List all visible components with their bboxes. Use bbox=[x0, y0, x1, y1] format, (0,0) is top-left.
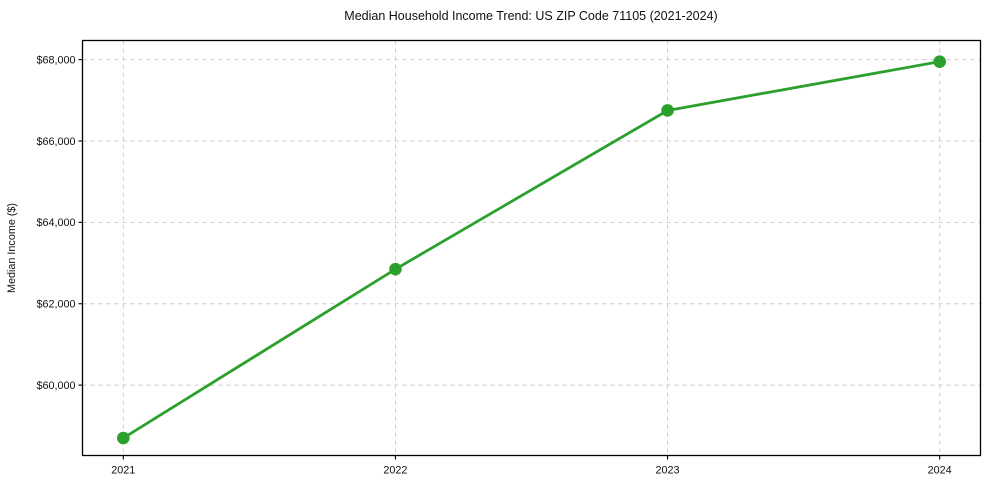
x-tick-label: 2024 bbox=[928, 465, 952, 477]
x-tick-label: 2023 bbox=[656, 465, 680, 477]
x-tick-label: 2021 bbox=[111, 465, 135, 477]
gridlines-group bbox=[82, 40, 981, 456]
data-point bbox=[661, 104, 674, 117]
chart-title: Median Household Income Trend: US ZIP Co… bbox=[344, 9, 717, 23]
data-point bbox=[389, 262, 402, 276]
y-tick-label: $68,000 bbox=[36, 54, 75, 66]
data-point bbox=[117, 431, 130, 445]
y-tick-label: $60,000 bbox=[36, 380, 75, 392]
y-tick-label: $64,000 bbox=[36, 217, 75, 229]
data-line bbox=[121, 60, 942, 440]
y-axis-label: Median Income ($) bbox=[6, 203, 18, 293]
x-tick-label: 2022 bbox=[383, 465, 407, 477]
axes-group bbox=[78, 39, 982, 460]
y-tick-label: $62,000 bbox=[36, 299, 75, 311]
series-group bbox=[117, 55, 946, 445]
y-tick-label: $66,000 bbox=[36, 136, 75, 148]
plot-border bbox=[81, 39, 982, 457]
data-point bbox=[933, 55, 946, 68]
tick-labels-group: $60,000 $62,000 $64,000 $66,000 $68,000 2021 2… bbox=[36, 54, 951, 476]
